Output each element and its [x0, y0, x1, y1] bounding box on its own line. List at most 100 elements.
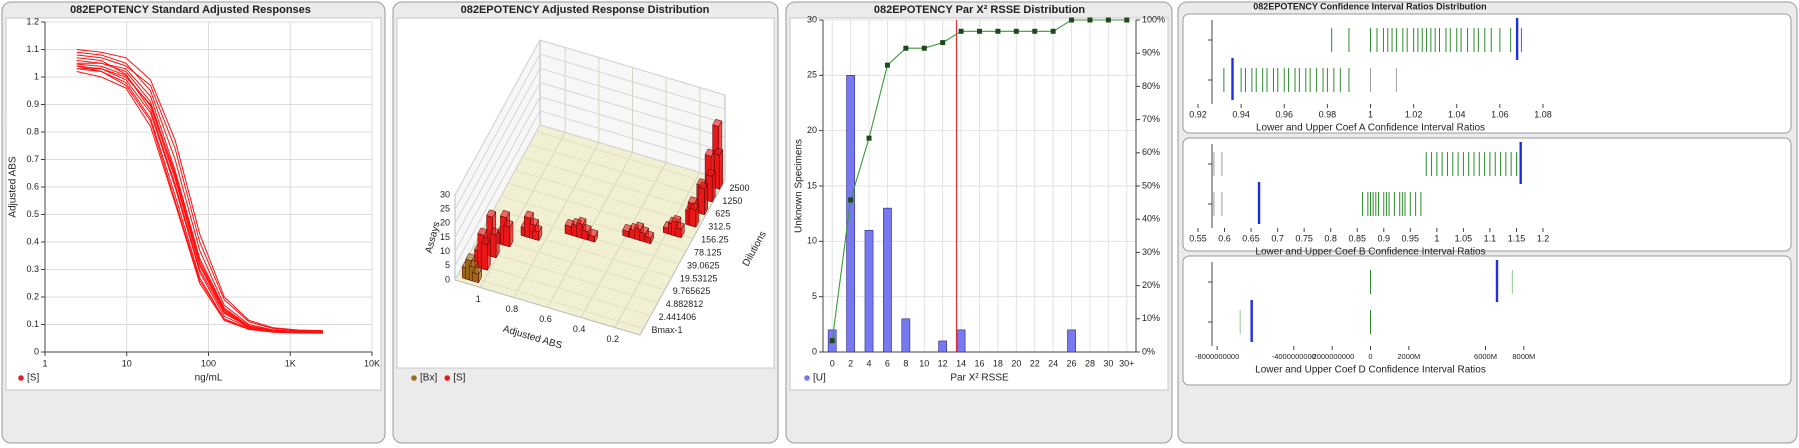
- bar: [689, 202, 700, 228]
- chart-title: 082EPOTENCY Standard Adjusted Responses: [70, 4, 311, 16]
- z-tick-label: 5: [445, 260, 450, 270]
- legend-swatch: [18, 375, 24, 381]
- bar-top: [588, 228, 599, 237]
- x-axis-label: Lower and Upper Coef B Confidence Interv…: [1255, 247, 1485, 258]
- bar: [644, 230, 654, 245]
- x-tick-label: -2000000000: [1310, 352, 1354, 361]
- line-marker: [977, 28, 982, 34]
- line-marker: [1124, 17, 1130, 23]
- line-marker: [921, 45, 927, 51]
- x-tick-label: 0.2: [607, 334, 620, 344]
- legend-label: [S]: [453, 373, 465, 384]
- floor-line: [522, 156, 708, 213]
- subplot-frame: [1182, 13, 1792, 134]
- x-tick-label: 1: [476, 294, 481, 304]
- z-tick-label: 0: [445, 274, 450, 284]
- legend-swatch: [411, 375, 417, 381]
- bar: [503, 219, 514, 248]
- y-tick-label: 0.3: [26, 264, 39, 274]
- grid-line: [454, 67, 726, 224]
- floor-line: [500, 195, 687, 252]
- y-tick-label: 0.9: [26, 99, 39, 109]
- curve: [76, 49, 323, 332]
- floor-line: [515, 169, 701, 226]
- bar-top: [671, 214, 682, 223]
- bar-top: [644, 230, 654, 239]
- floor-line: [529, 143, 715, 200]
- x-tick-label: 24: [1048, 358, 1058, 368]
- y2-tick-label: 40%: [1142, 214, 1160, 224]
- bar-side: [719, 148, 723, 191]
- chart-title: 082EPOTENCY Confidence Interval Ratios D…: [1253, 1, 1486, 11]
- subplot-frame: [1182, 255, 1792, 386]
- curve: [76, 54, 323, 332]
- line-marker: [1069, 17, 1075, 23]
- bar-top: [472, 266, 482, 275]
- x-tick-label: 1: [1368, 109, 1373, 119]
- x-tick-label: 0.96: [1275, 109, 1293, 119]
- bar-top: [639, 226, 649, 235]
- line-marker: [958, 28, 964, 34]
- bar-top: [468, 259, 479, 268]
- y-tick-label: 0.5: [26, 209, 39, 219]
- x-tick-label: 0.6: [539, 314, 552, 324]
- x-tick-label: 8: [903, 358, 908, 368]
- dilution-label: 156.25: [701, 235, 729, 245]
- plot-frame: [5, 17, 382, 391]
- x-tick-label: 0.8: [506, 304, 519, 314]
- y-tick-label: 0.2: [26, 291, 39, 301]
- bar-top: [576, 216, 587, 225]
- bar: [489, 227, 500, 259]
- x-tick-label: 0.65: [1242, 233, 1260, 243]
- x-tick-label: 14: [956, 358, 966, 368]
- x-tick-label: 0.4: [573, 324, 586, 334]
- x-tick-label: 1: [42, 358, 47, 368]
- dilution-label: 1250: [722, 196, 742, 206]
- bar-top: [477, 227, 488, 236]
- y-tick-label: 5: [812, 291, 817, 301]
- y2-tick-label: 0%: [1142, 346, 1155, 356]
- bar-top: [500, 209, 510, 218]
- grid-line: [454, 124, 726, 281]
- bar: [674, 221, 685, 239]
- x-tick-label: 10: [919, 358, 929, 368]
- legend-label: [S]: [27, 373, 39, 384]
- bar-top: [529, 217, 539, 226]
- dilution-label: 78.125: [694, 247, 722, 257]
- y-tick-label: 25: [807, 70, 817, 80]
- x-tick-label: 1.04: [1448, 109, 1466, 119]
- x-tick-label: 8000M: [1512, 352, 1535, 361]
- floor-line: [472, 247, 658, 304]
- floor-line: [507, 182, 694, 239]
- y-tick-label: 0.8: [26, 126, 39, 136]
- line-marker: [995, 28, 1001, 34]
- line-marker: [1032, 28, 1038, 34]
- bar: [698, 181, 709, 216]
- grid-line: [547, 67, 633, 308]
- x-tick-label: 12: [938, 358, 948, 368]
- x-tick-label: 6: [885, 358, 890, 368]
- y-tick-label: 1.1: [26, 44, 39, 54]
- y2-tick-label: 10%: [1142, 313, 1160, 323]
- x-tick-label: 0.94: [1232, 109, 1250, 119]
- y-tick-label: 0.4: [26, 236, 39, 246]
- x-axis-label: ng/mL: [195, 373, 223, 384]
- y-tick-label: 30: [807, 14, 817, 24]
- dilution-label: 2500: [729, 183, 749, 193]
- x-tick-label: 22: [1030, 358, 1040, 368]
- bar-front: [503, 225, 511, 248]
- y-tick-label: 0.6: [26, 181, 39, 191]
- bar-top: [489, 227, 500, 236]
- subplot-frame: [1182, 137, 1792, 252]
- dilution-label: 312.5: [708, 222, 731, 232]
- x-tick-label: 16: [974, 358, 984, 368]
- bar: [901, 318, 911, 353]
- x-tick-label: 0.98: [1319, 109, 1337, 119]
- bar: [532, 224, 543, 241]
- chart-title: 082EPOTENCY Adjusted Response Distributi…: [461, 4, 710, 16]
- bar: [480, 237, 491, 272]
- line-marker: [866, 135, 872, 141]
- curve: [76, 68, 323, 333]
- bar-front: [698, 187, 705, 216]
- x-tick-label: 100: [201, 358, 216, 368]
